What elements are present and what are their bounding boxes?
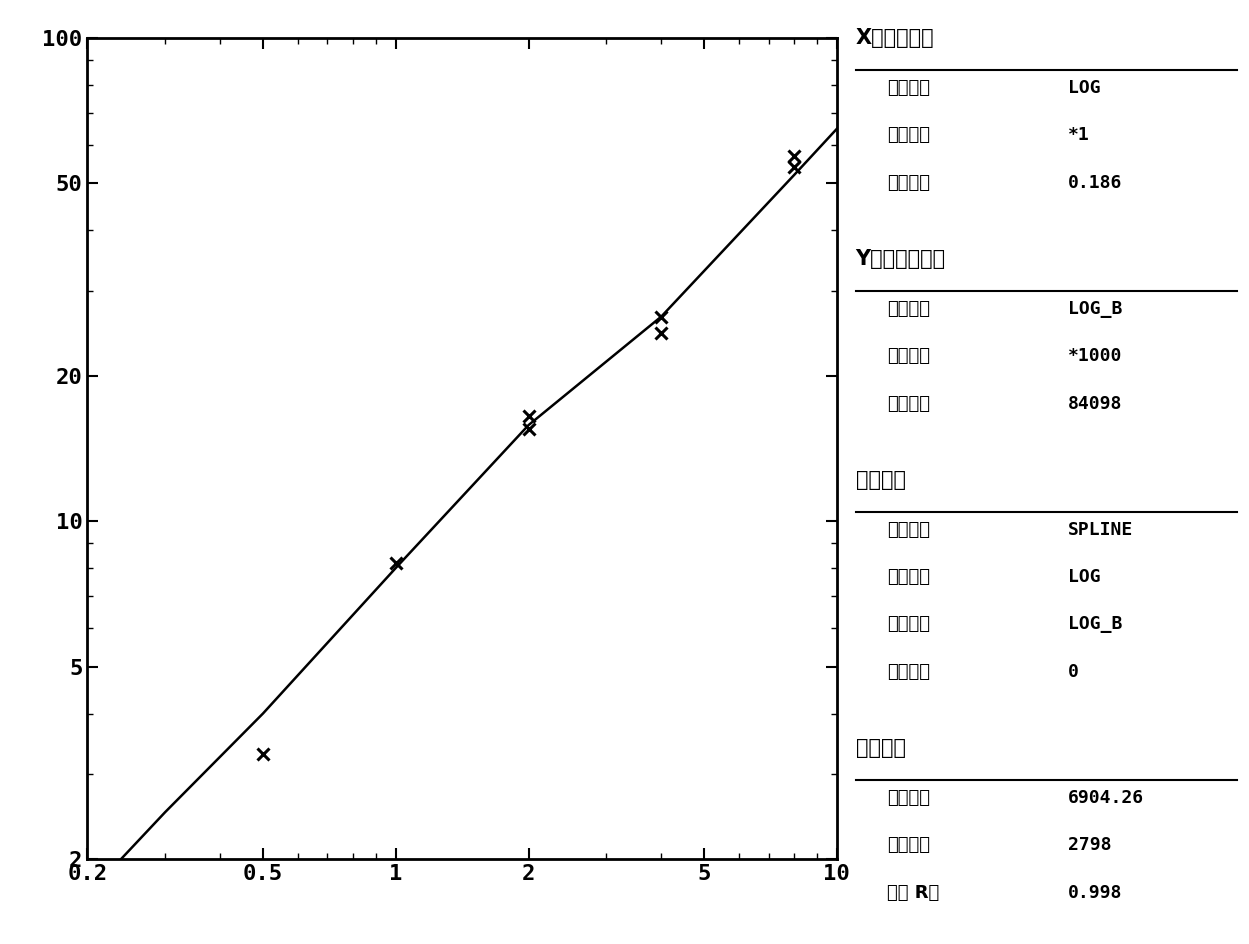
Text: 2798: 2798	[1068, 836, 1112, 854]
Text: 拟合分析: 拟合分析	[856, 470, 906, 490]
Text: 线性分析: 线性分析	[856, 738, 906, 758]
Text: 84098: 84098	[1068, 395, 1123, 413]
Text: LOG: LOG	[1068, 79, 1100, 97]
Text: 比　例：: 比 例：	[887, 126, 929, 144]
Text: Y轴【反应値】: Y轴【反应値】	[856, 249, 945, 269]
Text: LOG_B: LOG_B	[1068, 300, 1123, 318]
Text: 平　滑：: 平 滑：	[887, 663, 929, 681]
Text: SPLINE: SPLINE	[1068, 521, 1133, 539]
Text: 6904.26: 6904.26	[1068, 789, 1144, 807]
Text: 斜　率：: 斜 率：	[887, 789, 929, 807]
Text: 系数 R：: 系数 R：	[887, 884, 939, 902]
Text: 0.186: 0.186	[1068, 174, 1123, 192]
Text: 浓　度：: 浓 度：	[887, 568, 929, 586]
Text: 算　法：: 算 法：	[887, 521, 929, 539]
Text: 0.998: 0.998	[1068, 884, 1123, 902]
Text: 浓　度：: 浓 度：	[887, 174, 929, 192]
Text: 变　据：: 变 据：	[887, 300, 929, 318]
Text: LOG: LOG	[1068, 568, 1100, 586]
Text: LOG_B: LOG_B	[1068, 615, 1123, 633]
Text: 反应値：: 反应値：	[887, 395, 929, 413]
Text: *1: *1	[1068, 126, 1089, 144]
Text: *1000: *1000	[1068, 347, 1123, 365]
Text: X轴【浓度】: X轴【浓度】	[856, 28, 934, 48]
Text: 反应値：: 反应値：	[887, 615, 929, 633]
Text: 变　据：: 变 据：	[887, 79, 929, 97]
Text: 截　距：: 截 距：	[887, 836, 929, 854]
Text: 0: 0	[1068, 663, 1079, 681]
Text: 比　例：: 比 例：	[887, 347, 929, 365]
